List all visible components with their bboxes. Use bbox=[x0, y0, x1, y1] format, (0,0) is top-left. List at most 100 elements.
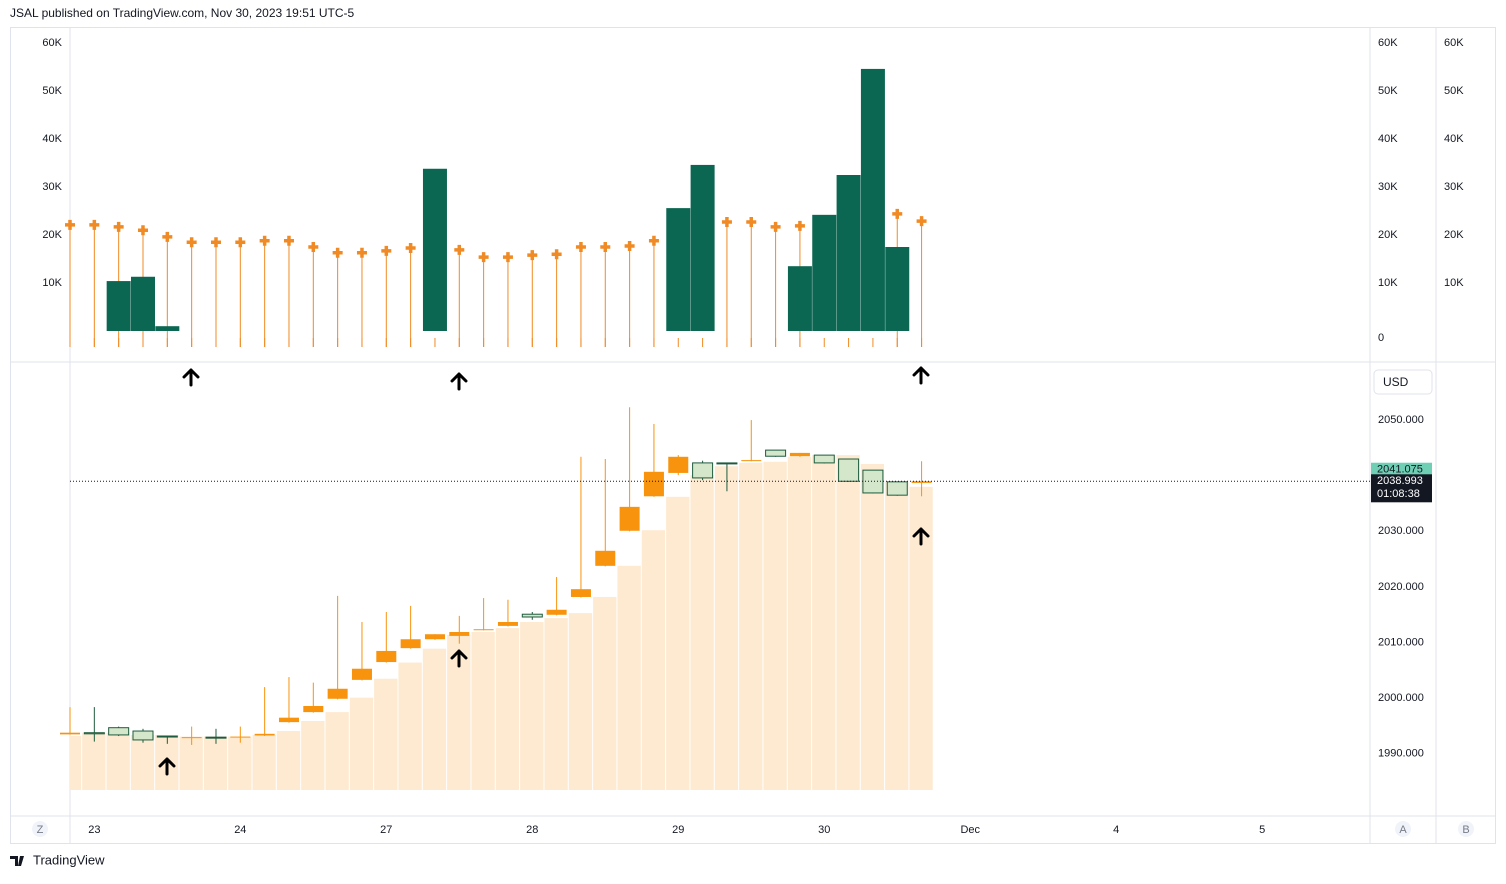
cross-marker bbox=[770, 221, 781, 232]
header-title: JSAL published on TradingView.com, Nov 3… bbox=[10, 6, 355, 20]
cross-marker bbox=[892, 208, 903, 219]
candle-body bbox=[668, 456, 689, 473]
y-tick-label: 20K bbox=[1444, 229, 1464, 241]
area-column bbox=[252, 734, 276, 790]
area-column bbox=[70, 736, 82, 790]
arrow bbox=[450, 649, 468, 668]
candle-body bbox=[765, 449, 787, 457]
y-tick-label: 50K bbox=[1444, 85, 1464, 97]
area-column bbox=[398, 662, 422, 790]
button[interactable] bbox=[32, 821, 48, 837]
candle-body bbox=[473, 629, 494, 631]
volume-bar bbox=[690, 164, 715, 331]
y-tick-label: 2020.000 bbox=[1378, 581, 1424, 593]
button-label[interactable]: Z bbox=[37, 824, 44, 836]
candle-body bbox=[181, 737, 202, 739]
candle-body bbox=[546, 609, 567, 615]
candle-body bbox=[376, 650, 397, 663]
x-tick-label: Dec bbox=[960, 824, 980, 836]
y-tick-label: 1990.000 bbox=[1378, 748, 1424, 760]
area-column bbox=[276, 731, 301, 790]
y-tick-label: 30K bbox=[1378, 181, 1398, 193]
candle-body bbox=[595, 550, 616, 566]
area-column bbox=[787, 456, 812, 790]
countdown: 01:08:38 bbox=[1377, 488, 1420, 500]
y-tick-label: 20K bbox=[42, 229, 62, 241]
y-tick-label: 30K bbox=[1444, 181, 1464, 193]
area-column bbox=[82, 732, 106, 790]
cross-marker bbox=[186, 237, 197, 248]
cross-marker bbox=[356, 247, 367, 258]
y-tick-label: 2010.000 bbox=[1378, 636, 1424, 648]
y-tick-label: 2000.000 bbox=[1378, 692, 1424, 704]
y-tick-label: 30K bbox=[42, 181, 62, 193]
cross-marker bbox=[283, 235, 294, 246]
currency-label[interactable]: USD bbox=[1383, 375, 1409, 389]
button[interactable] bbox=[1395, 821, 1411, 837]
candle-body bbox=[449, 632, 470, 636]
area-column bbox=[203, 736, 228, 790]
y-tick-label: 10K bbox=[42, 277, 62, 289]
area-column bbox=[520, 622, 544, 790]
candle-body bbox=[643, 471, 664, 497]
cross-marker bbox=[259, 235, 270, 246]
candle-body bbox=[327, 688, 348, 699]
candle-body bbox=[886, 481, 908, 496]
cross-marker bbox=[113, 221, 124, 232]
cross-marker bbox=[308, 242, 319, 252]
candle-body bbox=[741, 460, 762, 462]
cross-marker bbox=[794, 220, 805, 231]
volume-bar bbox=[666, 208, 691, 331]
area-column bbox=[666, 496, 690, 790]
x-tick-label: 24 bbox=[234, 824, 246, 836]
cross-marker bbox=[502, 252, 513, 263]
volume-bar bbox=[155, 326, 180, 331]
y-tick-label: 60K bbox=[1378, 37, 1398, 49]
plot-area: 0 10K 10K 10K 20K 20K 20K 30K 30K 30K 40K 40K 40K 50K… bbox=[42, 37, 1464, 836]
area-column bbox=[495, 628, 520, 790]
area-column bbox=[106, 732, 130, 790]
volume-bar bbox=[106, 281, 131, 331]
x-tick-label: 28 bbox=[526, 824, 538, 836]
volume-bar bbox=[860, 68, 885, 332]
area-column bbox=[860, 464, 885, 790]
candle-body bbox=[619, 506, 640, 531]
cross-marker bbox=[600, 242, 611, 252]
mark-price-badge bbox=[1371, 462, 1432, 477]
cross-marker bbox=[648, 235, 659, 246]
area-column bbox=[374, 678, 398, 790]
cross-marker bbox=[89, 219, 100, 230]
cross-marker bbox=[235, 237, 246, 248]
arrows bbox=[158, 366, 930, 776]
area-column bbox=[301, 721, 325, 790]
arrow bbox=[182, 368, 200, 387]
y-tick-label: 2030.000 bbox=[1378, 525, 1424, 537]
y-tick-label: 40K bbox=[42, 133, 62, 145]
cross-marker bbox=[65, 219, 75, 230]
currency-button[interactable] bbox=[1373, 369, 1433, 395]
candle-body bbox=[132, 730, 154, 741]
y-tick-label: 60K bbox=[42, 37, 62, 49]
candle-body bbox=[156, 735, 178, 738]
area-column bbox=[885, 481, 909, 790]
candle-body bbox=[570, 589, 591, 597]
area-column bbox=[447, 634, 471, 790]
button[interactable] bbox=[1458, 821, 1474, 837]
y-tick-label: 50K bbox=[1378, 85, 1398, 97]
volume-bar bbox=[885, 246, 910, 331]
candle-body bbox=[83, 732, 105, 735]
arrow bbox=[450, 372, 468, 391]
cross-marker bbox=[746, 217, 757, 228]
last-price-label: 2038.993 bbox=[1377, 475, 1423, 487]
volume-bar bbox=[812, 214, 837, 331]
area-column bbox=[641, 530, 666, 790]
button-label[interactable]: B bbox=[1462, 824, 1469, 836]
candle-body bbox=[911, 481, 932, 483]
area-column bbox=[179, 736, 203, 790]
cross-marker bbox=[527, 250, 538, 261]
y-tick-label: 0 bbox=[1378, 332, 1384, 344]
x-tick-label: 4 bbox=[1113, 824, 1119, 836]
button-label[interactable]: A bbox=[1399, 824, 1407, 836]
x-tick-label: 5 bbox=[1259, 824, 1265, 836]
